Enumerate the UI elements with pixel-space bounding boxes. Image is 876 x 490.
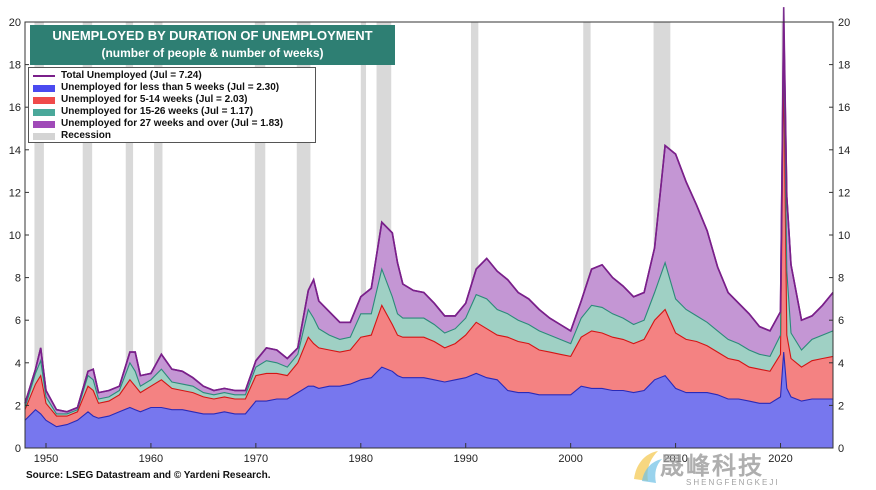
y-tick-label: 2 bbox=[15, 400, 21, 412]
y-tick-label: 0 bbox=[15, 443, 21, 455]
watermark-subtext: SHENGFENGKEJI bbox=[686, 478, 780, 487]
source-note: Source: LSEG Datastream and © Yardeni Re… bbox=[26, 470, 271, 481]
x-axis: 1950 1960 1970 1980 1990 2000 2010 2020 bbox=[34, 443, 793, 465]
y-tick-label: 16 bbox=[9, 102, 21, 114]
legend: Total Unemployed (Jul = 7.24) Unemployed… bbox=[28, 67, 316, 143]
y-tick-label-right: 12 bbox=[838, 187, 850, 199]
recession-band bbox=[125, 22, 134, 448]
legend-item-under-5-weeks: Unemployed for less than 5 weeks (Jul = … bbox=[33, 82, 311, 94]
watermark-text: 晟峰科技 bbox=[660, 452, 764, 480]
y-tick-label-right: 0 bbox=[838, 443, 844, 455]
area-27-plus-weeks bbox=[25, 7, 833, 414]
x-tick-label: 1970 bbox=[244, 453, 268, 465]
y-tick-label: 6 bbox=[15, 315, 21, 327]
y-tick-label: 4 bbox=[15, 358, 21, 370]
chart-subtitle: (number of people & number of weeks) bbox=[101, 46, 324, 60]
y-tick-label-right: 6 bbox=[838, 315, 844, 327]
x-tick-label: 2020 bbox=[768, 453, 792, 465]
legend-label: Unemployed for less than 5 weeks (Jul = … bbox=[61, 82, 280, 93]
recession-band bbox=[470, 22, 479, 448]
y-tick-label: 8 bbox=[15, 273, 21, 285]
legend-swatch-under-5-weeks bbox=[33, 84, 55, 92]
recession-band bbox=[583, 22, 591, 448]
legend-label: Unemployed for 27 weeks and over (Jul = … bbox=[61, 118, 284, 129]
y-axis-left: 0 2 4 6 8 10 12 14 16 18 20 bbox=[9, 17, 29, 455]
recession-band bbox=[360, 22, 367, 448]
area-5-14-weeks bbox=[25, 68, 833, 427]
y-tick-label-right: 16 bbox=[838, 102, 850, 114]
chart-title-box: UNEMPLOYED BY DURATION OF UNEMPLOYMENT (… bbox=[30, 25, 395, 65]
legend-swatch-5-14-weeks bbox=[33, 96, 55, 104]
line-15-26-weeks bbox=[24, 36, 834, 415]
y-tick-label-right: 18 bbox=[838, 60, 850, 72]
x-tick-label: 2010 bbox=[663, 453, 687, 465]
legend-label: Unemployed for 5-14 weeks (Jul = 2.03) bbox=[61, 94, 248, 105]
recession-band bbox=[34, 22, 44, 448]
recession-band bbox=[154, 22, 163, 448]
y-tick-label: 18 bbox=[9, 60, 21, 72]
y-tick-label-right: 4 bbox=[838, 358, 844, 370]
stacked-areas bbox=[25, 7, 833, 448]
legend-swatch-15-26-weeks bbox=[33, 108, 55, 116]
legend-item-27-plus-weeks: Unemployed for 27 weeks and over (Jul = … bbox=[33, 118, 311, 130]
y-tick-label-right: 20 bbox=[838, 17, 850, 29]
y-tick-label-right: 10 bbox=[838, 230, 850, 242]
recession-band bbox=[82, 22, 93, 448]
chart-title: UNEMPLOYED BY DURATION OF UNEMPLOYMENT bbox=[52, 28, 373, 43]
area-under-5-weeks bbox=[25, 352, 833, 448]
y-tick-label-right: 8 bbox=[838, 273, 844, 285]
y-tick-label: 10 bbox=[9, 230, 21, 242]
legend-item-5-14-weeks: Unemployed for 5-14 weeks (Jul = 2.03) bbox=[33, 94, 311, 106]
x-tick-label: 1990 bbox=[453, 453, 477, 465]
watermark-logo-icon bbox=[634, 451, 662, 483]
legend-label: Recession bbox=[61, 130, 112, 141]
x-tick-label: 1950 bbox=[34, 453, 58, 465]
legend-item-total: Total Unemployed (Jul = 7.24) bbox=[33, 70, 311, 82]
y-tick-label: 14 bbox=[9, 145, 21, 157]
x-tick-label: 1980 bbox=[349, 453, 373, 465]
legend-item-recession: Recession bbox=[33, 130, 311, 142]
x-tick-label: 1960 bbox=[139, 453, 163, 465]
series-lines bbox=[24, 7, 834, 428]
y-axis-right: 0 2 4 6 8 10 12 14 16 18 20 bbox=[829, 17, 850, 455]
legend-item-15-26-weeks: Unemployed for 15-26 weeks (Jul = 1.17) bbox=[33, 106, 311, 118]
legend-label: Unemployed for 15-26 weeks (Jul = 1.17) bbox=[61, 106, 254, 117]
recession-band bbox=[254, 22, 266, 448]
legend-label: Total Unemployed (Jul = 7.24) bbox=[61, 70, 202, 81]
line-under-5-weeks bbox=[24, 352, 833, 428]
legend-swatch-27-plus-weeks bbox=[33, 120, 55, 128]
line-5-14-weeks bbox=[24, 68, 834, 417]
line-total-unemployed bbox=[24, 21, 834, 413]
y-tick-label-right: 2 bbox=[838, 400, 844, 412]
y-tick-label: 20 bbox=[9, 17, 21, 29]
legend-swatch-recession bbox=[33, 132, 55, 140]
x-tick-label: 2000 bbox=[558, 453, 582, 465]
y-tick-label: 12 bbox=[9, 187, 21, 199]
y-tick-label-right: 14 bbox=[838, 145, 850, 157]
legend-line-total bbox=[33, 75, 55, 77]
